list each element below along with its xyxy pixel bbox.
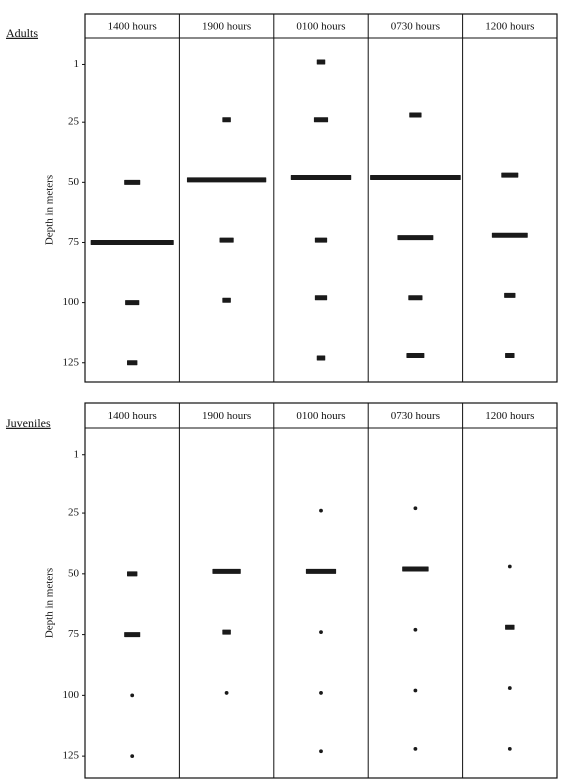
column-header: 1900 hours (202, 410, 251, 422)
abundance-bar (319, 749, 323, 754)
y-tick-label: 125 (63, 356, 80, 368)
abundance-bar (130, 693, 135, 698)
column-header: 1400 hours (108, 21, 157, 33)
abundance-bar (402, 566, 429, 572)
abundance-bar (370, 175, 461, 181)
abundance-bar (130, 754, 135, 759)
y-tick-label: 100 (63, 689, 80, 701)
column-header: 1400 hours (108, 410, 157, 422)
abundance-bar (124, 632, 141, 638)
abundance-bar (505, 624, 515, 630)
abundance-bar (222, 297, 231, 303)
abundance-bar (305, 568, 337, 574)
abundance-bar (504, 292, 516, 298)
y-tick-label: 50 (68, 176, 80, 188)
abundance-bar (224, 691, 229, 695)
y-tick-label: 75 (68, 628, 80, 640)
column-header: 1200 hours (485, 21, 534, 33)
abundance-bar (290, 175, 352, 181)
abundance-bar (127, 360, 138, 366)
y-tick-label: 1 (74, 448, 80, 460)
abundance-bar (219, 237, 234, 243)
abundance-bar (413, 688, 418, 693)
panel-title: Juveniles (6, 416, 51, 430)
y-tick-label: 100 (63, 296, 80, 308)
abundance-bar (413, 506, 418, 511)
abundance-bar (507, 564, 512, 569)
abundance-bar (507, 686, 512, 690)
y-tick-label: 1 (74, 58, 80, 70)
y-tick-label: 125 (63, 750, 80, 762)
abundance-bar (124, 179, 141, 185)
column-header: 0100 hours (296, 410, 345, 422)
abundance-bar (505, 353, 515, 359)
abundance-bar (125, 300, 140, 306)
abundance-bar (313, 117, 329, 123)
abundance-bar (408, 295, 423, 301)
column-header: 1900 hours (202, 21, 251, 33)
abundance-bar (316, 59, 326, 65)
abundance-bar (507, 746, 512, 751)
abundance-bar (397, 235, 434, 241)
abundance-bar (212, 568, 241, 574)
abundance-bar (222, 117, 231, 123)
abundance-bar (186, 177, 267, 183)
column-header: 1200 hours (485, 410, 534, 422)
abundance-bar (413, 746, 418, 751)
abundance-bar (491, 232, 528, 238)
abundance-bar (314, 295, 328, 301)
column-header: 0730 hours (391, 410, 440, 422)
y-axis-label: Depth in meters (44, 568, 56, 638)
abundance-bar (501, 172, 519, 178)
column-header: 0730 hours (391, 21, 440, 33)
abundance-bar (409, 112, 422, 118)
abundance-bar (316, 355, 326, 361)
y-tick-label: 25 (68, 116, 80, 128)
column-header: 0100 hours (296, 21, 345, 33)
abundance-bar (90, 239, 174, 245)
y-axis-label: Depth in meters (44, 175, 56, 245)
panel-frame (84, 402, 558, 779)
abundance-bar (319, 508, 323, 513)
panel-title: Adults (6, 26, 38, 40)
abundance-bar (319, 630, 323, 635)
y-tick-label: 75 (68, 236, 80, 248)
abundance-bar (222, 629, 231, 635)
abundance-bar (127, 571, 138, 577)
abundance-bar (406, 353, 425, 359)
y-tick-label: 25 (68, 507, 80, 519)
y-tick-label: 50 (68, 567, 80, 579)
abundance-bar (314, 237, 328, 243)
abundance-bar (319, 691, 323, 695)
panel-frame (84, 13, 558, 383)
abundance-bar (413, 627, 418, 632)
